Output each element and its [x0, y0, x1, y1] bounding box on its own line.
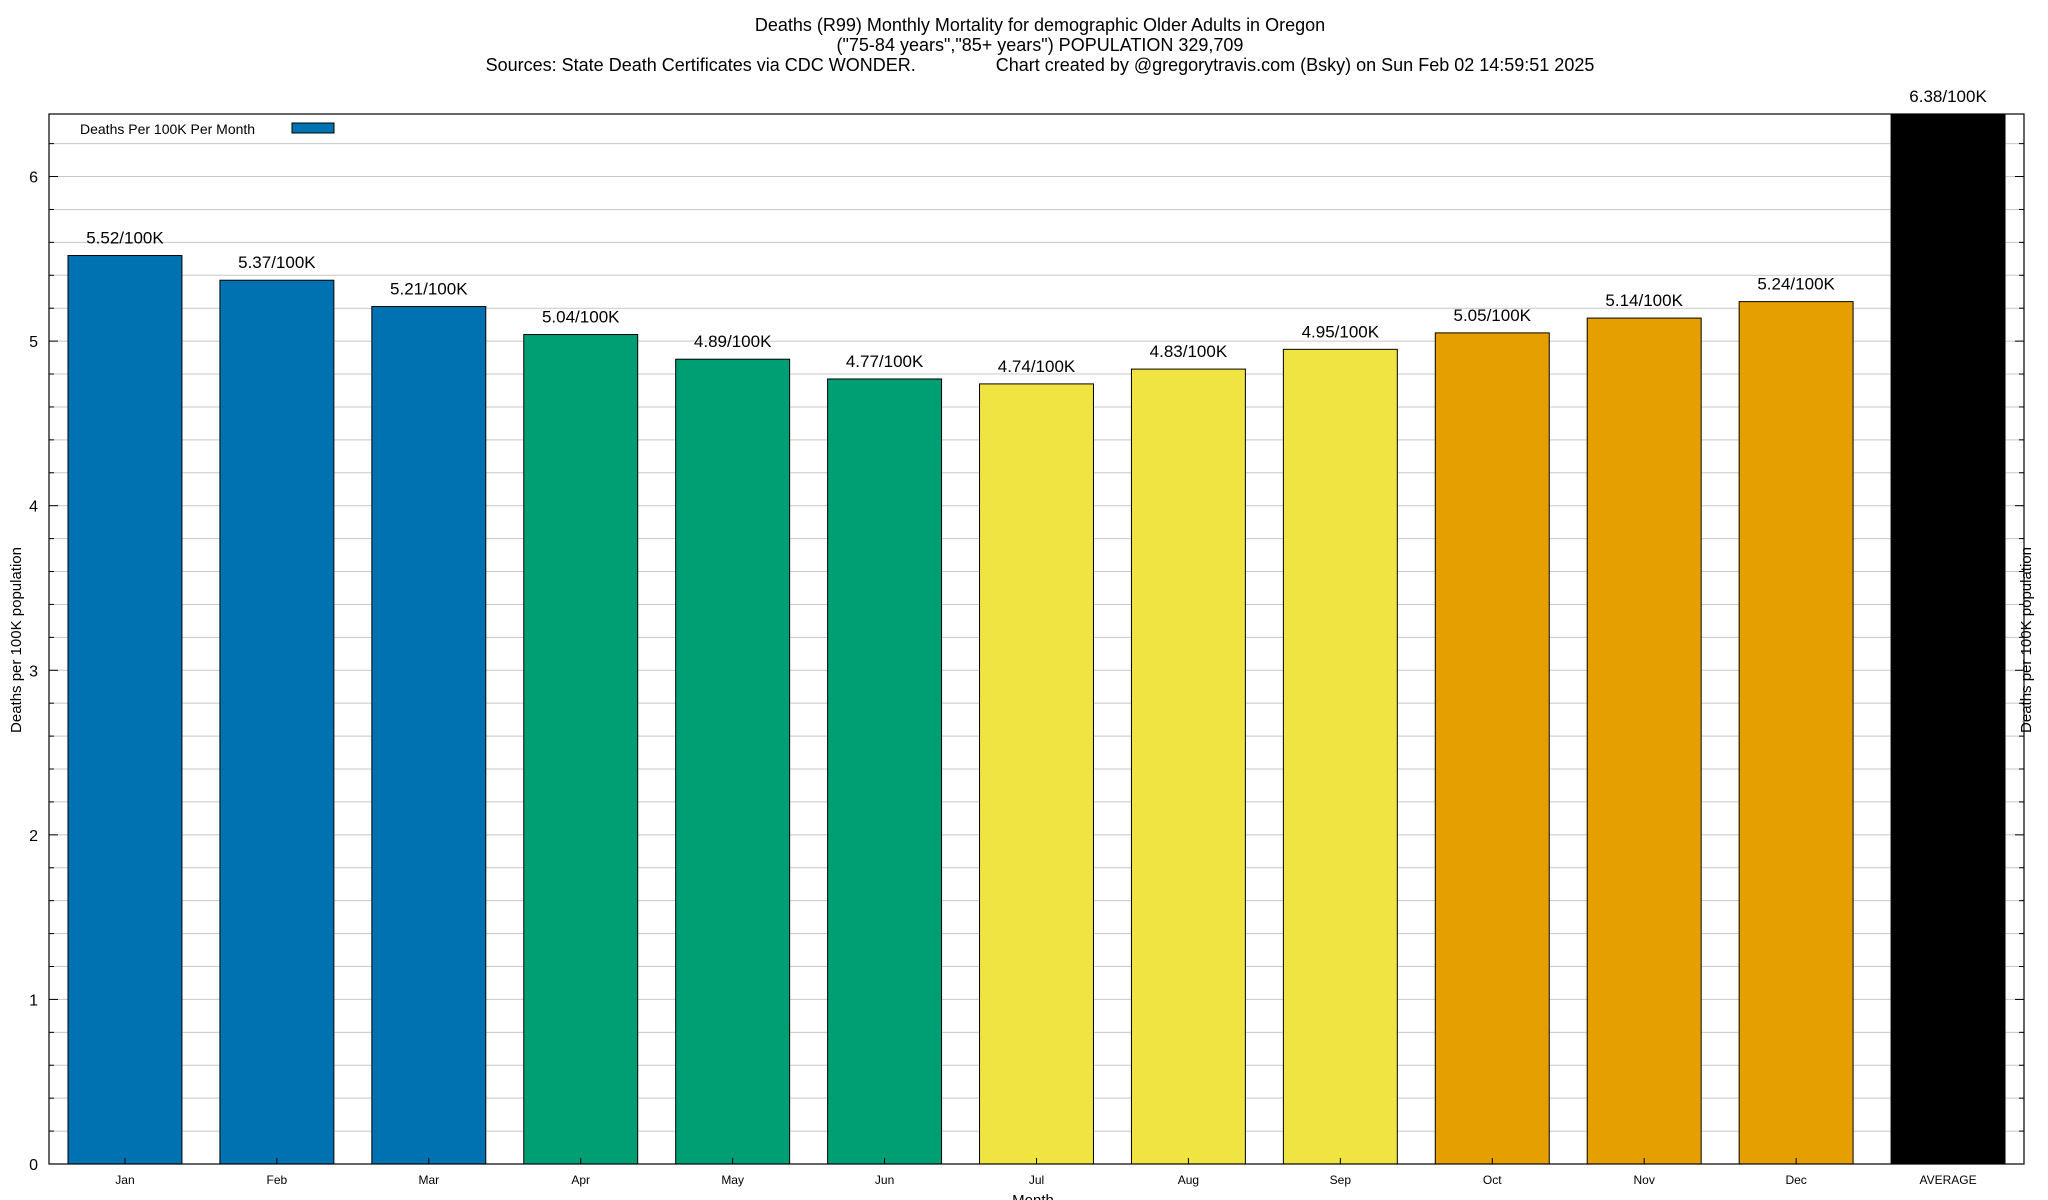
data-label-aug: 4.83/100K	[1150, 342, 1228, 361]
data-label-nov: 5.14/100K	[1605, 291, 1683, 310]
x-axis-ticks: Jan Feb Mar Apr May Jun Jul Aug Sep Oct Nov Dec AVER…	[115, 1158, 1977, 1187]
y-tick-label: 3	[29, 663, 38, 680]
data-label-mar: 5.21/100K	[390, 280, 468, 299]
y-axis-label-left: Deaths per 100K population	[8, 547, 25, 733]
data-label-apr: 5.04/100K	[542, 308, 620, 327]
bar-feb	[219, 279, 335, 1165]
title-line-2: ("75-84 years","85+ years") POPULATION 3…	[837, 35, 1244, 55]
y-tick-label: 4	[29, 499, 38, 516]
bar-oct	[1434, 332, 1550, 1165]
title-line-1: Deaths (R99) Monthly Mortality for demog…	[755, 15, 1325, 35]
y-tick-label: 2	[29, 828, 38, 845]
bar-nov	[1586, 317, 1702, 1165]
x-tick-label-apr: Apr	[571, 1173, 590, 1187]
x-tick-label-jul: Jul	[1029, 1173, 1044, 1187]
y-axis-ticks: 0 1 2 3 4 5 6	[29, 143, 2024, 1174]
x-tick-label-dec: Dec	[1785, 1173, 1806, 1187]
data-label-feb: 5.37/100K	[238, 253, 316, 272]
data-label-oct: 5.05/100K	[1454, 306, 1532, 325]
bar-jan	[67, 255, 183, 1165]
y-tick-label: 0	[29, 1157, 38, 1174]
y-tick-label: 5	[29, 334, 38, 351]
x-tick-label-mar: Mar	[418, 1173, 439, 1187]
bar-jun	[827, 378, 943, 1165]
y-tick-label: 6	[29, 170, 38, 187]
x-tick-label-may: May	[721, 1173, 744, 1187]
legend: Deaths Per 100K Per Month	[80, 121, 335, 137]
chart-title: Deaths (R99) Monthly Mortality for demog…	[486, 15, 1595, 75]
legend-swatch	[291, 122, 335, 134]
x-tick-label-nov: Nov	[1634, 1173, 1655, 1187]
data-label-may: 4.89/100K	[694, 332, 772, 351]
x-tick-label-oct: Oct	[1483, 1173, 1502, 1187]
x-tick-label-sep: Sep	[1330, 1173, 1352, 1187]
x-tick-label-aug: Aug	[1178, 1173, 1199, 1187]
bar-dec	[1738, 301, 1854, 1165]
bar-aug	[1130, 368, 1246, 1165]
data-label-dec: 5.24/100K	[1757, 275, 1835, 294]
x-tick-label-average: AVERAGE	[1919, 1173, 1976, 1187]
x-tick-label-feb: Feb	[267, 1173, 288, 1187]
bar-apr	[523, 334, 639, 1165]
bars	[67, 113, 2006, 1165]
legend-label: Deaths Per 100K Per Month	[80, 121, 255, 137]
y-tick-label: 1	[29, 992, 38, 1009]
x-axis-label: Month	[1012, 1192, 1054, 1200]
data-labels: 5.52/100K 5.37/100K 5.21/100K 5.04/100K 4.89…	[86, 87, 1987, 376]
data-label-average: 6.38/100K	[1909, 87, 1987, 106]
data-label-sep: 4.95/100K	[1302, 322, 1380, 341]
data-label-jan: 5.52/100K	[86, 229, 164, 248]
data-label-jul: 4.74/100K	[998, 357, 1076, 376]
y-axis-label-right: Deaths per 100K population	[2018, 547, 2035, 733]
data-label-jun: 4.77/100K	[846, 352, 924, 371]
bar-may	[675, 358, 791, 1165]
bar-jul	[979, 383, 1094, 1165]
x-tick-label-jan: Jan	[115, 1173, 134, 1187]
bar-sep	[1282, 348, 1398, 1165]
x-tick-label-jun: Jun	[875, 1173, 894, 1187]
bar-mar	[371, 306, 487, 1165]
title-line-3: Sources: State Death Certificates via CD…	[486, 55, 1595, 75]
bar-average	[1890, 113, 2006, 1165]
